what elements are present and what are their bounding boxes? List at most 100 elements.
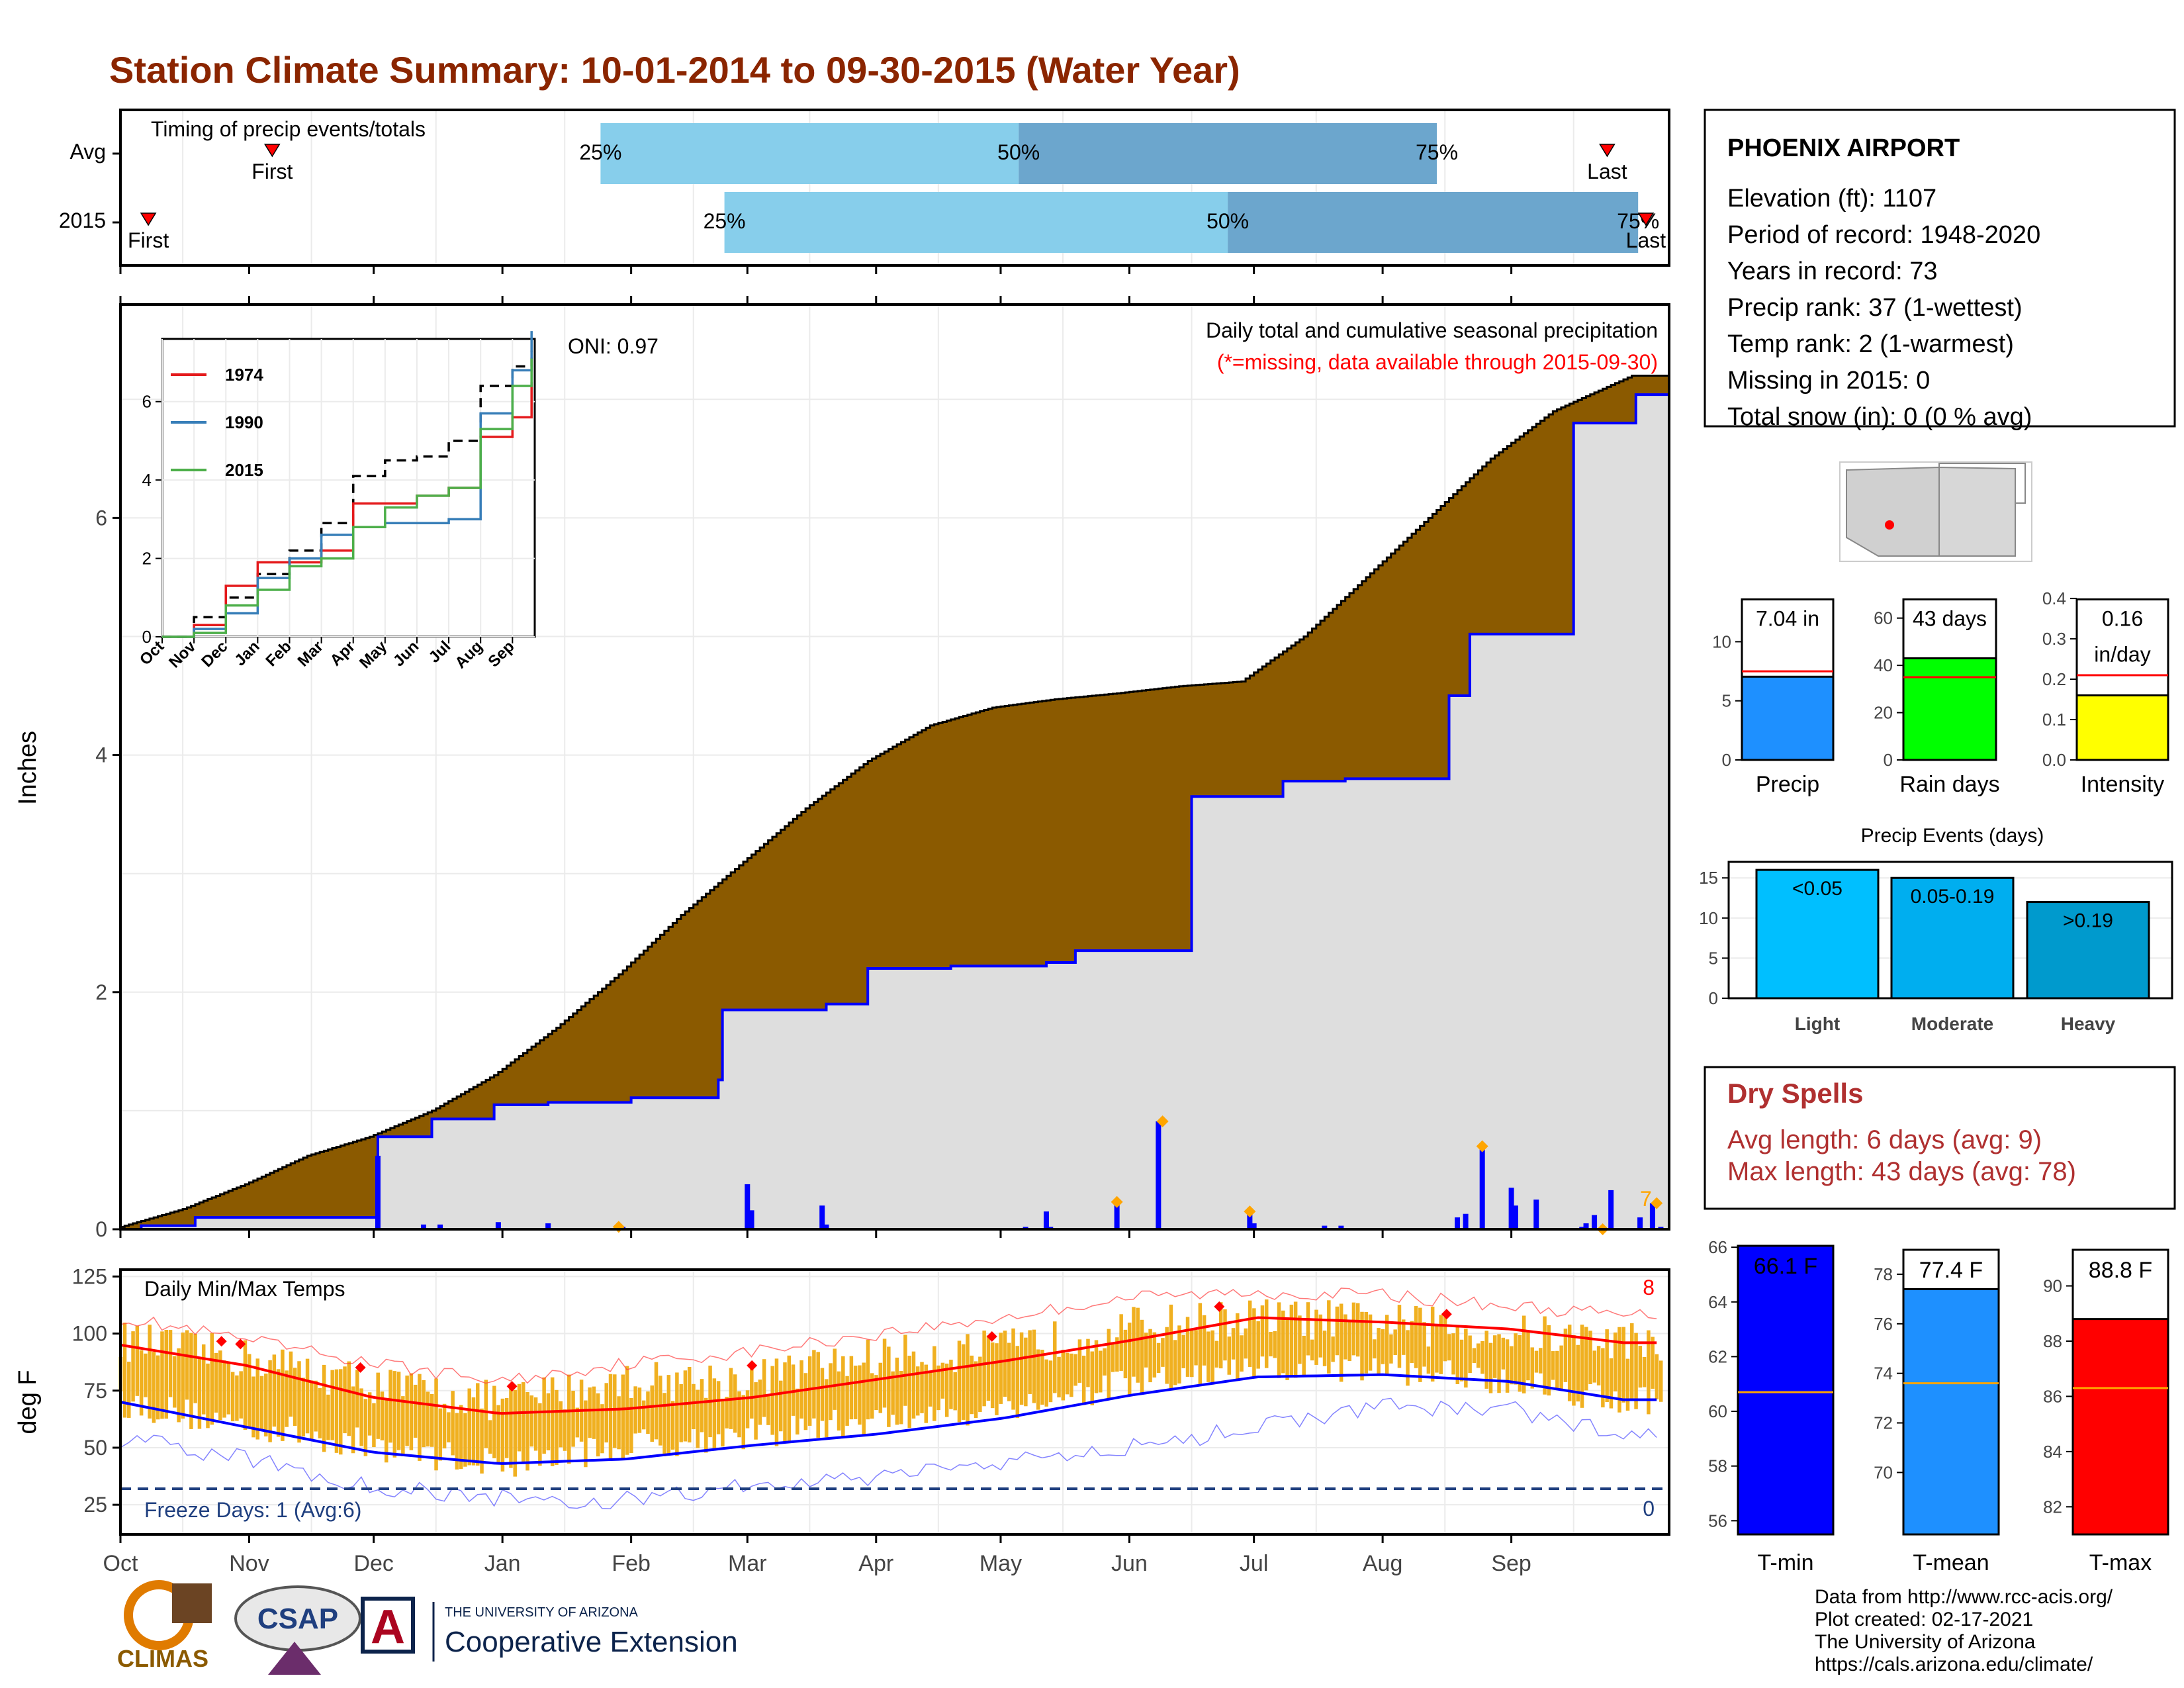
temp-bar-value <box>1902 1288 2000 1536</box>
daily-temp-bar <box>434 1378 438 1471</box>
daily-temp-bar <box>692 1383 696 1430</box>
daily-temp-bar <box>1264 1299 1269 1368</box>
daily-temp-bar <box>712 1378 717 1451</box>
daily-temp-bar <box>388 1370 392 1443</box>
record-high-marker <box>747 1360 758 1371</box>
daily-temp-bar <box>907 1356 911 1428</box>
daily-temp-bar <box>314 1380 318 1432</box>
daily-temp-bar <box>1019 1332 1024 1405</box>
station-line-elevation: Elevation (ft): 1107 <box>1727 185 1936 212</box>
daily-temp-bar <box>1642 1356 1647 1387</box>
daily-temp-bar <box>218 1350 222 1421</box>
daily-temp-bar <box>1298 1315 1302 1364</box>
timing-p75-label: 75% <box>1416 140 1458 164</box>
temp-bar-y-tick-label: 72 <box>1874 1413 1893 1433</box>
daily-record-marker <box>1244 1205 1256 1218</box>
daily-temp-bar <box>255 1358 260 1440</box>
daily-temp-bar <box>1364 1312 1369 1374</box>
daily-temp-bar <box>276 1369 281 1437</box>
daily-temp-bar <box>833 1348 837 1410</box>
daily-temp-bar <box>1194 1330 1198 1366</box>
temp-bar-y-tick-label: 66 <box>1708 1237 1727 1257</box>
daily-temp-bar <box>1161 1338 1165 1367</box>
daily-temp-bar <box>1534 1350 1539 1373</box>
daily-temp-bar <box>522 1382 525 1464</box>
daily-temp-bar <box>700 1379 704 1432</box>
daily-temp-bar <box>1422 1322 1426 1367</box>
daily-temp-bar <box>476 1383 480 1466</box>
daily-temp-bar <box>1144 1333 1148 1368</box>
daily-temp-bar <box>492 1385 496 1458</box>
daily-temp-bar <box>1472 1348 1477 1363</box>
cumulative-2015-line <box>120 393 1669 1231</box>
precip-y-tick-label: 6 <box>95 506 107 530</box>
daily-precip-bar <box>495 1222 501 1229</box>
timing-p50-label: 50% <box>1206 209 1249 233</box>
timing-bar-second-half <box>1228 192 1639 253</box>
daily-temp-bar <box>1406 1330 1410 1386</box>
daily-temp-bar <box>1318 1314 1323 1358</box>
daily-temp-bar <box>982 1331 986 1407</box>
daily-temp-bar <box>1493 1335 1497 1378</box>
daily-temp-bar <box>1044 1359 1048 1407</box>
daily-temp-bar <box>322 1364 326 1452</box>
temp-y-tick-label: 125 <box>72 1264 107 1288</box>
daily-temp-bar <box>1248 1300 1252 1367</box>
daily-temp-bar <box>895 1357 899 1425</box>
daily-temp-bar <box>1231 1328 1236 1360</box>
climas-logo-text: CLIMAS <box>117 1645 208 1672</box>
daily-temp-bar <box>1638 1346 1643 1388</box>
daily-temp-bar <box>318 1387 322 1438</box>
daily-temp-bar <box>1065 1352 1069 1395</box>
daily-temp-bar <box>675 1372 679 1456</box>
daily-temp-bar <box>820 1368 825 1421</box>
summary-bar-y-tick-label: 20 <box>1874 703 1893 723</box>
daily-temp-bar <box>1393 1329 1397 1356</box>
daily-temp-bar <box>1459 1339 1464 1382</box>
daily-temp-bar <box>1107 1329 1111 1400</box>
temp-bar-y-tick-label: 88 <box>2043 1331 2062 1351</box>
inset-legend-label: 1990 <box>225 412 263 432</box>
daily-temp-bar <box>1592 1350 1597 1383</box>
summary-bar-value-label: 7.04 in <box>1756 607 1819 631</box>
daily-temp-bar <box>758 1380 762 1425</box>
temp-x-tick-label: Jul <box>1240 1551 1268 1576</box>
precip-axes: 0 2 4 6 <box>95 296 1513 1241</box>
climas-logo-badge <box>172 1583 212 1623</box>
daily-temp-bar <box>525 1391 529 1471</box>
temp-x-tick-label: May <box>979 1551 1022 1576</box>
temp-bar-y-tick-label: 58 <box>1708 1456 1727 1476</box>
timing-bar-first-half <box>724 192 1228 253</box>
daily-temp-bar <box>334 1369 339 1453</box>
precip-panel-frame <box>119 303 1670 1231</box>
temperature-summary-bars: 66.1 F 56 58 60 62 64 66 T-min 77.4 F 70 72 74 76 78 T… <box>1708 1237 2169 1575</box>
temp-x-tick-label: Jan <box>484 1551 521 1576</box>
daily-temp-bar <box>1327 1300 1331 1374</box>
daily-temp-bar <box>1518 1335 1522 1392</box>
credit-plot-created: Plot created: 02-17-2021 <box>1815 1609 2033 1630</box>
daily-temp-bar <box>650 1385 655 1442</box>
events-bar-inner-label: >0.19 <box>2063 910 2113 932</box>
daily-temp-bar <box>230 1372 235 1422</box>
daily-temp-bar <box>1539 1348 1543 1374</box>
daily-temp-bar <box>1314 1309 1318 1365</box>
daily-temp-bar <box>1310 1339 1314 1361</box>
daily-temp-bar <box>575 1407 580 1438</box>
inset-legend-label: 1974 <box>225 365 263 385</box>
station-line-precip-rank: Precip rank: 37 (1-wettest) <box>1727 294 2023 322</box>
events-panel-frame <box>1727 861 2173 1000</box>
ua-logo-letter: A <box>371 1601 405 1654</box>
temp-bar-y-tick-label: 78 <box>1874 1264 1893 1284</box>
daily-temp-bar <box>555 1389 559 1465</box>
daily-temp-bar <box>1514 1333 1518 1385</box>
credits: Data from http://www.rcc-acis.org/ Plot … <box>1815 1586 2113 1675</box>
events-bar <box>2026 901 2150 1000</box>
daily-temp-bar <box>413 1384 418 1438</box>
daily-temp-bar <box>966 1334 970 1426</box>
daily-temp-bar <box>1053 1321 1057 1393</box>
station-line-temp-rank: Temp rank: 2 (1-warmest) <box>1727 330 2014 358</box>
daily-temp-bar <box>1331 1336 1335 1362</box>
daily-precip-bar <box>1479 1146 1485 1229</box>
daily-temp-bar <box>1024 1337 1028 1407</box>
